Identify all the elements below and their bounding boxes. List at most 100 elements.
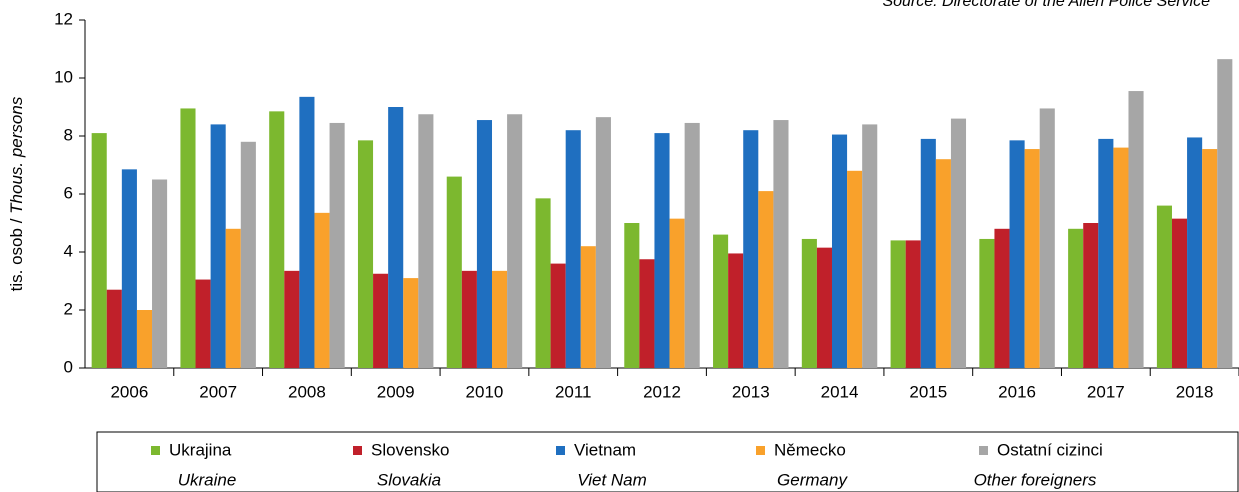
y-tick-label: 12 [54,9,73,28]
y-tick-label: 2 [64,299,73,318]
bar [1068,228,1084,368]
bar [136,310,153,368]
bar [595,117,611,369]
bar [446,176,462,368]
bar [758,191,774,368]
bar [284,270,300,368]
y-tick-label: 0 [64,357,73,376]
legend-label-english: Ukraine [178,470,237,489]
bar [299,96,315,368]
bar [461,270,477,368]
x-tick-label: 2012 [643,382,681,401]
bar [831,134,848,368]
x-tick-label: 2014 [821,382,859,401]
bar [357,140,374,368]
y-tick-label: 6 [64,183,73,202]
bar [91,133,107,368]
bar [180,108,196,368]
bar [565,130,581,368]
bar [329,122,345,368]
x-tick-label: 2008 [288,382,326,401]
x-tick-label: 2018 [1176,382,1214,401]
x-tick-label: 2009 [377,382,415,401]
bar [492,270,508,368]
bar [1187,137,1203,368]
bar [388,107,404,368]
bar [816,247,832,368]
bar [847,170,863,368]
bar [476,120,493,368]
legend-swatch [756,446,765,455]
bar [373,273,389,368]
legend-label: Ukrajina [169,440,232,459]
bar [1171,218,1188,368]
bar [994,228,1010,368]
bar [801,238,817,368]
legend-swatch [151,446,160,455]
bar [950,118,967,368]
bar [121,169,137,368]
legend-label: Slovensko [371,440,449,459]
bar [195,279,211,368]
bar [1128,91,1144,369]
bar [862,124,878,369]
legend-label: Ostatní cizinci [997,440,1103,459]
bar [269,111,285,368]
bar [1217,59,1233,369]
bar [225,228,241,368]
y-axis-label: tis. osob / Thous. persons [7,96,26,291]
bar [106,289,122,368]
bar [507,114,523,368]
bar [935,159,951,368]
bar [624,223,640,368]
bar [654,133,670,368]
x-tick-label: 2006 [110,382,148,401]
bar [535,198,551,368]
legend-label: Německo [774,440,846,459]
x-tick-label: 2007 [199,382,237,401]
bar [684,122,700,368]
source: Source: Directorate of the Alien Police … [882,0,1210,10]
legend-label-english: Other foreigners [974,470,1097,489]
legend-label: Vietnam [574,440,636,459]
bar [580,246,596,368]
x-tick-label: 2010 [466,382,504,401]
bar [979,238,995,368]
bar [403,278,419,368]
bar [1098,138,1114,368]
bar [713,234,729,368]
bar [1083,223,1099,368]
legend-swatch [556,446,565,455]
x-tick-label: 2015 [909,382,947,401]
legend-label-english: Germany [777,470,848,489]
bar [920,138,936,368]
legend-swatch [979,446,988,455]
y-label-czech: tis. osob / [7,218,26,291]
bar [1024,149,1040,368]
x-tick-label: 2011 [555,382,592,401]
y-tick-label: 10 [54,67,73,86]
y-tick-label: 4 [64,241,73,260]
x-tick-label: 2013 [732,382,770,401]
bar [418,114,434,368]
bar [890,240,906,368]
bar [639,259,655,368]
bar [743,130,759,368]
bar [210,124,226,369]
bar [1039,108,1055,368]
bar [1202,149,1218,368]
legend-label-english: Viet Nam [577,470,647,489]
bar [314,212,330,368]
bar [728,253,744,368]
bar [905,240,921,368]
bar [669,218,685,368]
y-tick-label: 8 [64,125,73,144]
bar [1009,140,1025,368]
bar [152,179,168,368]
x-tick-label: 2017 [1087,382,1125,401]
bar [240,141,256,368]
x-tick-label: 2016 [998,382,1036,401]
bar [773,120,789,368]
legend-label-english: Slovakia [377,470,441,489]
